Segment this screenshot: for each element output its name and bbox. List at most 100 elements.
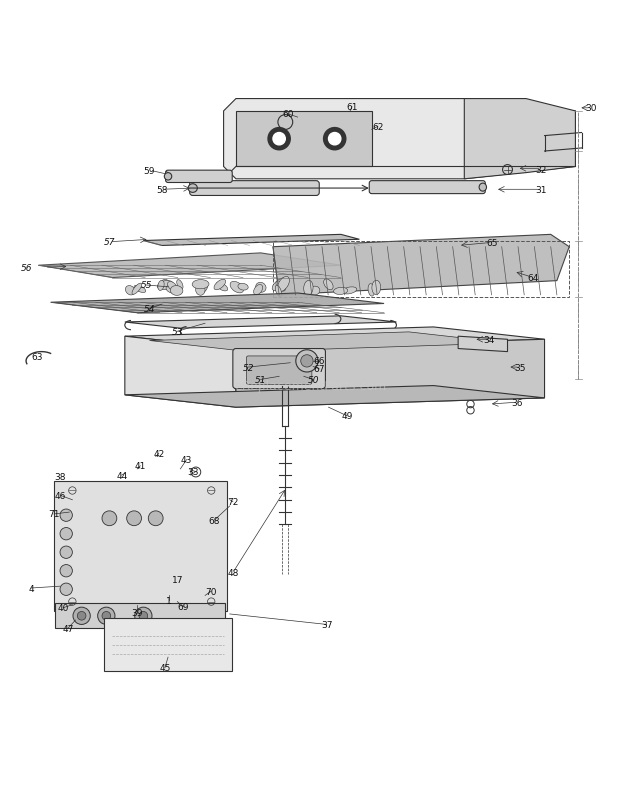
- Polygon shape: [236, 112, 372, 167]
- Circle shape: [60, 528, 73, 540]
- Ellipse shape: [132, 283, 142, 295]
- Circle shape: [268, 128, 290, 151]
- Ellipse shape: [324, 279, 333, 291]
- Circle shape: [126, 512, 141, 526]
- Text: 48: 48: [227, 569, 239, 577]
- Ellipse shape: [309, 287, 320, 296]
- Circle shape: [60, 546, 73, 559]
- Ellipse shape: [304, 281, 313, 296]
- Text: 37: 37: [321, 620, 332, 630]
- Circle shape: [98, 607, 115, 625]
- Text: 50: 50: [308, 376, 319, 385]
- Ellipse shape: [254, 285, 263, 296]
- Circle shape: [102, 612, 110, 621]
- Text: 45: 45: [159, 663, 170, 672]
- Circle shape: [60, 509, 73, 522]
- Text: 57: 57: [104, 238, 115, 247]
- Polygon shape: [125, 336, 236, 408]
- Ellipse shape: [479, 184, 487, 192]
- Ellipse shape: [276, 282, 285, 291]
- Circle shape: [301, 355, 313, 368]
- Text: 40: 40: [58, 604, 69, 613]
- Text: 69: 69: [178, 602, 189, 611]
- Polygon shape: [464, 100, 575, 180]
- FancyBboxPatch shape: [55, 603, 226, 629]
- Polygon shape: [273, 235, 569, 296]
- FancyBboxPatch shape: [246, 357, 312, 385]
- Text: 49: 49: [342, 412, 353, 421]
- Text: 55: 55: [141, 281, 152, 290]
- Ellipse shape: [167, 282, 177, 291]
- Polygon shape: [125, 328, 544, 349]
- Circle shape: [102, 512, 117, 526]
- Circle shape: [139, 612, 148, 621]
- Ellipse shape: [334, 288, 348, 295]
- Text: 64: 64: [528, 274, 539, 283]
- Text: 60: 60: [283, 110, 294, 120]
- Ellipse shape: [255, 283, 266, 293]
- Ellipse shape: [342, 287, 356, 295]
- Text: 59: 59: [144, 166, 155, 175]
- Polygon shape: [143, 235, 360, 247]
- Text: 36: 36: [511, 398, 523, 407]
- Polygon shape: [236, 340, 544, 408]
- Ellipse shape: [125, 286, 135, 296]
- Ellipse shape: [214, 280, 226, 291]
- Text: 46: 46: [55, 491, 66, 500]
- FancyBboxPatch shape: [54, 482, 227, 611]
- Text: 38: 38: [55, 472, 66, 481]
- Ellipse shape: [238, 284, 248, 291]
- Ellipse shape: [200, 285, 208, 294]
- Text: 4: 4: [28, 584, 34, 593]
- Circle shape: [148, 512, 163, 526]
- Text: 31: 31: [536, 185, 547, 194]
- Ellipse shape: [192, 280, 209, 289]
- Ellipse shape: [216, 283, 228, 291]
- FancyBboxPatch shape: [190, 181, 319, 196]
- Text: 65: 65: [486, 238, 498, 247]
- Text: 32: 32: [536, 166, 547, 175]
- Ellipse shape: [157, 281, 173, 291]
- Bar: [273, 241, 569, 298]
- Circle shape: [135, 607, 152, 625]
- Text: 30: 30: [585, 104, 596, 113]
- Text: 33: 33: [187, 468, 198, 477]
- Ellipse shape: [170, 286, 183, 296]
- Ellipse shape: [277, 277, 290, 292]
- Text: 43: 43: [181, 455, 192, 465]
- Text: 47: 47: [63, 624, 74, 633]
- Text: eReplacementParts.com: eReplacementParts.com: [234, 380, 386, 393]
- Text: 42: 42: [153, 450, 164, 459]
- Circle shape: [329, 133, 341, 145]
- Text: 72: 72: [227, 498, 239, 507]
- Ellipse shape: [275, 286, 281, 297]
- Text: 66: 66: [314, 357, 325, 366]
- Ellipse shape: [372, 281, 381, 296]
- Text: 54: 54: [144, 304, 155, 313]
- Text: 53: 53: [172, 328, 183, 336]
- Text: 71: 71: [48, 510, 60, 519]
- Text: 17: 17: [172, 576, 183, 585]
- Text: 61: 61: [346, 103, 358, 112]
- Text: 68: 68: [208, 516, 220, 525]
- Text: 70: 70: [205, 587, 217, 596]
- Polygon shape: [224, 100, 575, 180]
- Circle shape: [73, 607, 91, 625]
- Text: 41: 41: [135, 462, 146, 471]
- FancyBboxPatch shape: [233, 349, 326, 389]
- Text: 67: 67: [314, 365, 325, 374]
- FancyBboxPatch shape: [104, 618, 232, 671]
- Text: 58: 58: [156, 185, 167, 194]
- Text: 52: 52: [242, 363, 254, 372]
- Text: 44: 44: [116, 471, 127, 480]
- Ellipse shape: [134, 286, 146, 293]
- Text: 51: 51: [255, 376, 267, 385]
- Ellipse shape: [177, 280, 183, 290]
- Polygon shape: [38, 254, 341, 278]
- Circle shape: [78, 612, 86, 621]
- Polygon shape: [458, 336, 508, 353]
- Text: 63: 63: [32, 353, 43, 361]
- Text: 56: 56: [20, 263, 32, 272]
- Polygon shape: [125, 386, 544, 408]
- Ellipse shape: [188, 185, 197, 194]
